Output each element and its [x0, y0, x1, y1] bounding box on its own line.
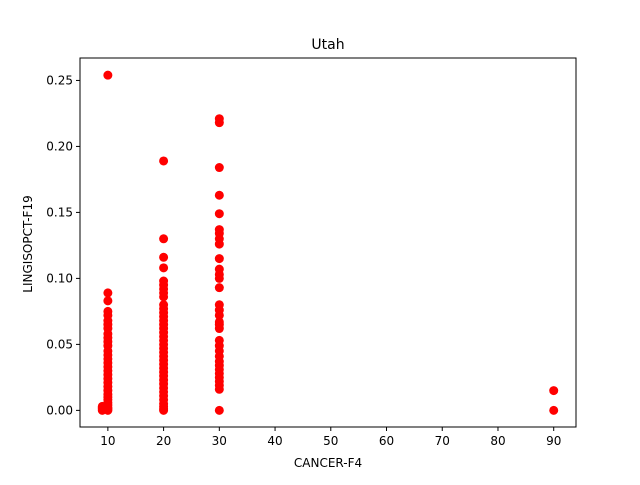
data-point: [159, 292, 169, 302]
data-point: [159, 234, 169, 244]
data-point: [214, 209, 224, 219]
x-tick-label: 10: [100, 434, 115, 448]
x-tick-label: 70: [435, 434, 450, 448]
x-tick-label: 60: [379, 434, 394, 448]
data-point: [214, 163, 224, 173]
y-tick-label: 0.00: [46, 403, 73, 417]
data-point: [159, 156, 169, 166]
y-tick-label: 0.15: [46, 205, 73, 219]
y-tick-label: 0.05: [46, 337, 73, 351]
data-point: [103, 405, 113, 415]
data-point: [214, 118, 224, 128]
plot-area-frame: [79, 57, 577, 428]
x-tick-label: 50: [323, 434, 338, 448]
data-point: [214, 239, 224, 249]
x-tick-label: 80: [490, 434, 505, 448]
chart-title: Utah: [311, 37, 344, 53]
data-point: [214, 273, 224, 283]
x-tick-label: 40: [267, 434, 282, 448]
data-point: [103, 288, 113, 298]
y-tick-label: 0.25: [46, 73, 73, 87]
y-tick-label: 0.20: [46, 139, 73, 153]
data-point: [214, 310, 224, 320]
x-axis-label: CANCER-F4: [294, 456, 362, 470]
data-point: [549, 386, 559, 396]
y-tick-label: 0.10: [46, 271, 73, 285]
x-tick-label: 90: [546, 434, 561, 448]
data-point: [159, 405, 169, 415]
x-tick-label: 30: [212, 434, 227, 448]
data-point: [159, 263, 169, 273]
y-axis-label: LINGISOPCT-F19: [21, 195, 35, 292]
data-point: [214, 190, 224, 200]
data-points: [97, 70, 559, 415]
data-point: [214, 324, 224, 334]
data-point: [214, 405, 224, 415]
data-point: [214, 254, 224, 264]
data-point: [159, 252, 169, 262]
data-point: [103, 70, 113, 80]
data-point: [214, 384, 224, 394]
x-tick-label: 20: [156, 434, 171, 448]
data-point: [214, 283, 224, 293]
data-point: [549, 405, 559, 415]
axis-ticks: 10 20 30 40 50 60 70 80 90 0.00 0.05 0.10 0.15 0.20 0.…: [46, 73, 561, 448]
data-point: [103, 296, 113, 306]
